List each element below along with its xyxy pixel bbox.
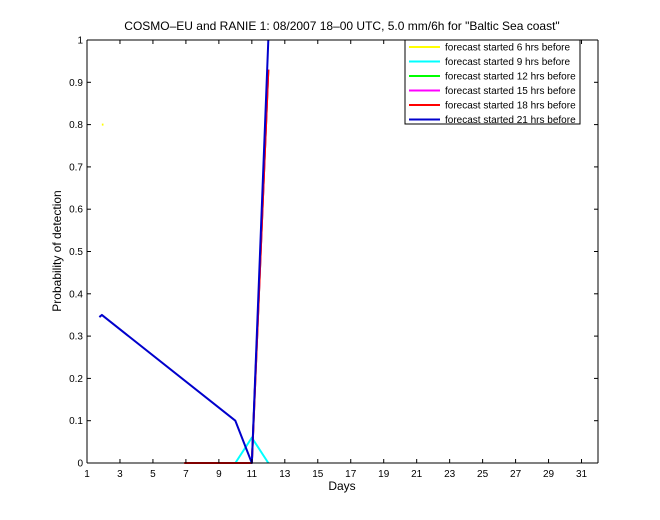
x-tick-label: 17	[345, 469, 357, 480]
x-tick-label: 5	[150, 469, 156, 480]
legend-label-1: forecast started 6 hrs before	[445, 43, 571, 54]
legend-box	[404, 39, 581, 125]
x-tick-label: 31	[576, 469, 588, 480]
legend-label-3: forecast started 12 hrs before	[445, 72, 576, 83]
legend-entries: forecast started 6 hrs before forecast st…	[409, 43, 576, 126]
y-tick-label: 0.1	[69, 416, 83, 427]
y-tick-label: 0.7	[69, 162, 83, 173]
chart-title: COSMO–EU and RANIE 1: 08/2007 18–00 UTC,…	[124, 19, 559, 33]
x-tick-label: 21	[411, 469, 423, 480]
x-tick-label: 15	[312, 469, 324, 480]
x-tick-label: 11	[247, 469, 258, 480]
y-ticks: 0 0.1 0.2 0.3 0.4 0.5 0.6 0.7 0.8 0.9 1	[69, 36, 598, 470]
y-tick-label: 0.6	[69, 205, 83, 216]
legend-label-6: forecast started 21 hrs before	[445, 115, 576, 126]
x-tick-label: 1	[84, 469, 90, 480]
y-axis-title: Probability of detection	[50, 190, 64, 311]
y-tick-label: 0.9	[69, 78, 83, 89]
legend-label-2: forecast started 9 hrs before	[445, 57, 571, 68]
y-tick-label: 1	[77, 36, 83, 47]
y-tick-label: 0.2	[69, 374, 83, 385]
x-tick-label: 25	[477, 469, 489, 480]
x-tick-label: 3	[117, 469, 123, 480]
x-tick-label: 23	[444, 469, 456, 480]
legend-label-5: forecast started 18 hrs before	[445, 101, 576, 112]
y-tick-label: 0.8	[69, 120, 83, 131]
x-tick-label: 13	[279, 469, 291, 480]
x-tick-label: 7	[183, 469, 189, 480]
y-tick-label: 0	[77, 459, 83, 470]
x-ticks: 1 3 5 7 9 11 13 15 17 19 21 23 25 27 29 31	[84, 40, 588, 480]
series-line-6	[98, 39, 270, 464]
x-tick-label: 29	[543, 469, 555, 480]
y-tick-label: 0.4	[69, 289, 83, 300]
legend: forecast started 6 hrs before forecast st…	[404, 39, 581, 126]
x-tick-label: 19	[378, 469, 390, 480]
x-tick-label: 9	[216, 469, 222, 480]
x-tick-label: 27	[510, 469, 522, 480]
y-tick-label: 0.3	[69, 332, 83, 343]
legend-label-4: forecast started 15 hrs before	[445, 86, 576, 97]
y-tick-label: 0.5	[69, 247, 83, 258]
x-axis-title: Days	[328, 479, 355, 493]
